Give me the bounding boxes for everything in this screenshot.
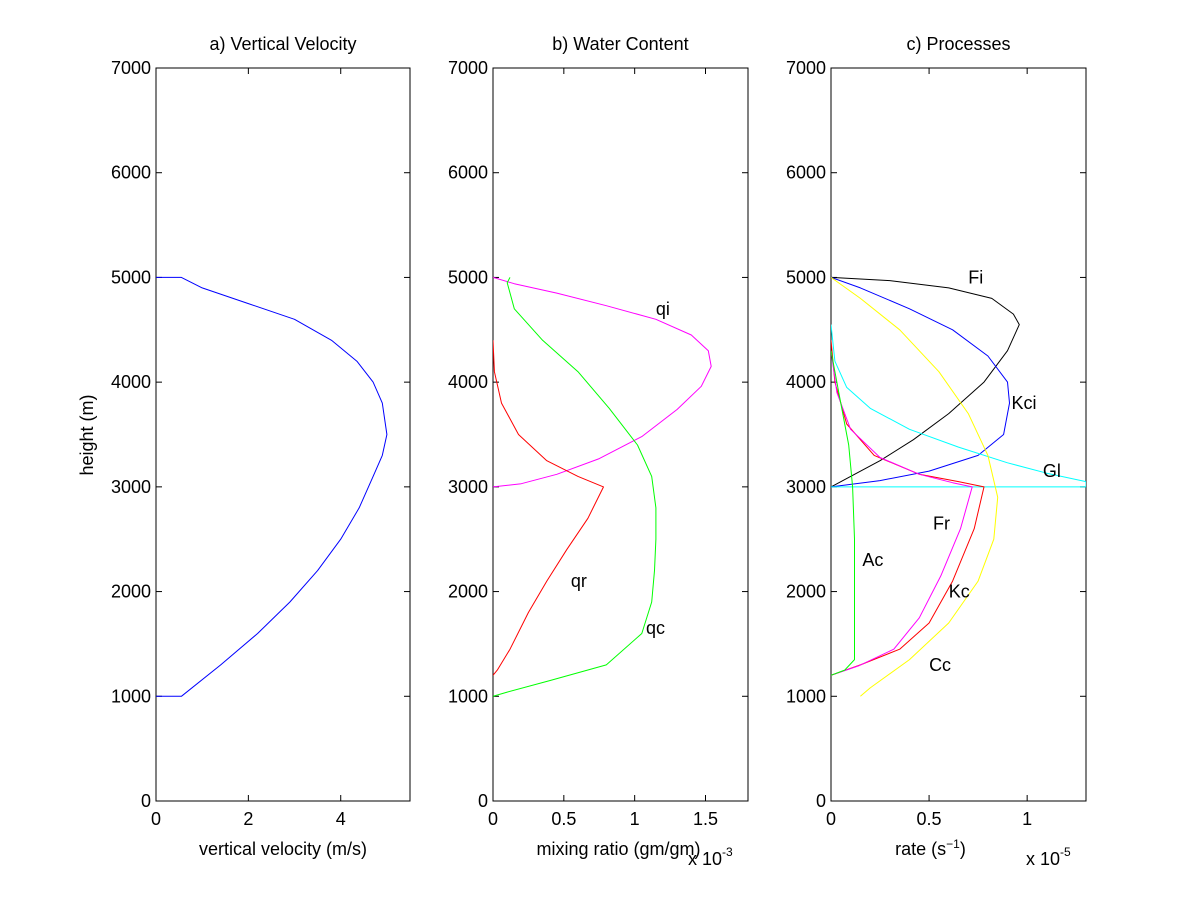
- panel-3: 0 1000 2000 3000 4000 5000 6000 7000 0 0.5 1 c) Pro…: [786, 34, 1087, 869]
- y-tick-label: 2000: [448, 582, 488, 602]
- y-tick-label: 6000: [111, 163, 151, 183]
- series-label-kci: Kci: [1011, 393, 1036, 413]
- series-line-ac: [831, 350, 855, 676]
- series-line-kc: [831, 340, 985, 676]
- series-label-qc: qc: [646, 618, 665, 638]
- series-label-kc: Kc: [949, 582, 970, 602]
- panel-1: 0 1000 2000 3000 4000 5000 6000 7000 0 2 4 a) Verti…: [111, 34, 411, 859]
- y-tick-label: 4000: [448, 372, 488, 392]
- x-exponent-label: x 10-5: [1026, 845, 1071, 869]
- x-tick-label: 0: [826, 809, 836, 829]
- x-tick-label: 0.5: [917, 809, 942, 829]
- panel-2: 0 1000 2000 3000 4000 5000 6000 7000 0 0.5 1 1.5 b) …: [448, 34, 749, 869]
- panel-title: b) Water Content: [552, 34, 688, 54]
- series-line-kci: [831, 276, 1010, 488]
- x-axis-label: mixing ratio (gm/gm): [536, 839, 700, 859]
- series-label-ac: Ac: [862, 550, 883, 570]
- y-tick-label: 3000: [448, 477, 488, 497]
- y-tick-label: 0: [478, 791, 488, 811]
- series-line-qc: [493, 277, 657, 697]
- y-tick-label: 4000: [111, 372, 151, 392]
- y-tick-label: 1000: [111, 686, 151, 706]
- x-tick-label: 4: [336, 809, 346, 829]
- y-tick-label: 7000: [786, 58, 826, 78]
- x-tick-label: 0: [151, 809, 161, 829]
- x-axis-label: rate (s−1): [895, 837, 966, 859]
- x-exponent-power: -5: [1060, 845, 1071, 859]
- series-line: [156, 276, 388, 697]
- y-tick-label: 0: [141, 791, 151, 811]
- x-tick-label: 0.5: [551, 809, 576, 829]
- y-tick-label: 5000: [448, 267, 488, 287]
- x-exponent-base: x 10: [1026, 849, 1060, 869]
- y-tick-label: 2000: [111, 582, 151, 602]
- y-tick-label: 1000: [448, 686, 488, 706]
- series-label-cc: Cc: [929, 655, 951, 675]
- y-tick-label: 4000: [786, 372, 826, 392]
- series-label-qi: qi: [656, 299, 670, 319]
- series-label-qr: qr: [571, 571, 587, 591]
- series-line-fi: [831, 276, 1020, 488]
- x-axis-label: vertical velocity (m/s): [199, 839, 367, 859]
- y-tick-label: 0: [816, 791, 826, 811]
- y-tick-label: 7000: [448, 58, 488, 78]
- series-label-fr: Fr: [933, 514, 950, 534]
- series-label-fi: Fi: [968, 267, 983, 287]
- y-tick-label: 6000: [786, 163, 826, 183]
- y-tick-label: 7000: [111, 58, 151, 78]
- panel-title: a) Vertical Velocity: [209, 34, 356, 54]
- y-tick-label: 1000: [786, 686, 826, 706]
- series-line-fr: [831, 350, 973, 676]
- x-tick-label: 0: [488, 809, 498, 829]
- x-tick-label: 1: [630, 809, 640, 829]
- plot-frame: [830, 67, 1087, 802]
- x-exponent-power: -3: [722, 845, 733, 859]
- series-line-cc: [831, 276, 999, 697]
- y-tick-label: 3000: [786, 477, 826, 497]
- x-exponent-label: x 10-3: [688, 845, 733, 869]
- x-axis-label-superscript: −1: [946, 837, 960, 851]
- plot-frame: [492, 67, 749, 802]
- y-tick-label: 3000: [111, 477, 151, 497]
- x-tick-label: 2: [243, 809, 253, 829]
- x-tick-label: 1: [1022, 809, 1032, 829]
- series-line-gl: [831, 324, 1086, 488]
- plot-frame: [155, 67, 411, 802]
- series-line-qi: [493, 276, 712, 488]
- series-label-gl: Gl: [1043, 461, 1061, 481]
- y-axis-label: height (m): [77, 394, 97, 475]
- x-axis-label-base: rate (s: [895, 839, 946, 859]
- y-tick-label: 5000: [111, 267, 151, 287]
- y-tick-label: 6000: [448, 163, 488, 183]
- panel-title: c) Processes: [906, 34, 1010, 54]
- x-axis-label-close: ): [960, 839, 966, 859]
- y-tick-label: 5000: [786, 267, 826, 287]
- series-line-qr: [493, 340, 604, 676]
- y-tick-label: 2000: [786, 582, 826, 602]
- x-exponent-base: x 10: [688, 849, 722, 869]
- x-tick-label: 1.5: [693, 809, 718, 829]
